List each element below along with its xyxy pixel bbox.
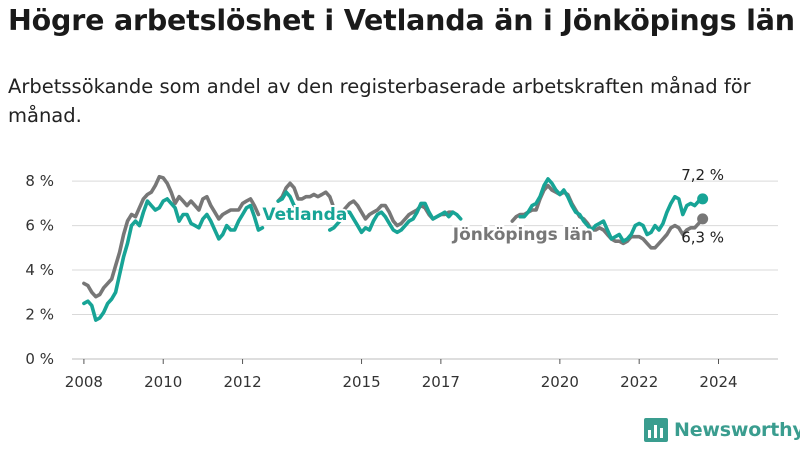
- vetlanda-series-line: [82, 197, 265, 322]
- y-tick-label: 0 %: [25, 350, 54, 368]
- x-tick-label: 2017: [422, 373, 460, 391]
- y-tick-label: 8 %: [25, 172, 54, 190]
- x-tick-label: 2010: [144, 373, 182, 391]
- vetlanda-series-label: Vetlanda: [262, 205, 347, 225]
- jonkoping-series-label: Jönköpings län: [452, 225, 593, 245]
- jonkoping-end-point: [697, 213, 709, 225]
- jonkoping-series-line: [276, 181, 455, 228]
- newsworthy-logo-icon: [644, 418, 668, 442]
- y-tick-label: 2 %: [25, 306, 54, 324]
- x-tick-label: 2024: [699, 373, 737, 391]
- x-tick-label: 2012: [223, 373, 261, 391]
- x-tick-label: 2008: [65, 373, 103, 391]
- vetlanda-series-line: [328, 201, 463, 235]
- chart-title: Högre arbetslöshet i Vetlanda än i Jönkö…: [8, 4, 795, 37]
- x-tick-label: 2015: [342, 373, 380, 391]
- jonkoping-end-value-label: 6,3 %: [681, 228, 724, 246]
- y-tick-label: 4 %: [25, 261, 54, 279]
- vetlanda-end-point: [697, 193, 709, 205]
- chart-subtitle: Arbetssökande som andel av den registerb…: [8, 75, 751, 127]
- x-tick-label: 2022: [620, 373, 658, 391]
- vetlanda-series-line: [518, 177, 705, 243]
- x-tick-label: 2020: [541, 373, 579, 391]
- y-tick-label: 6 %: [25, 217, 54, 235]
- newsworthy-logo: Newsworthy: [644, 418, 800, 442]
- vetlanda-end-value-label: 7,2 %: [681, 166, 724, 184]
- vetlanda-series-line: [276, 190, 300, 212]
- newsworthy-logo-text: Newsworthy: [674, 419, 800, 441]
- jonkoping-series-line: [82, 174, 261, 299]
